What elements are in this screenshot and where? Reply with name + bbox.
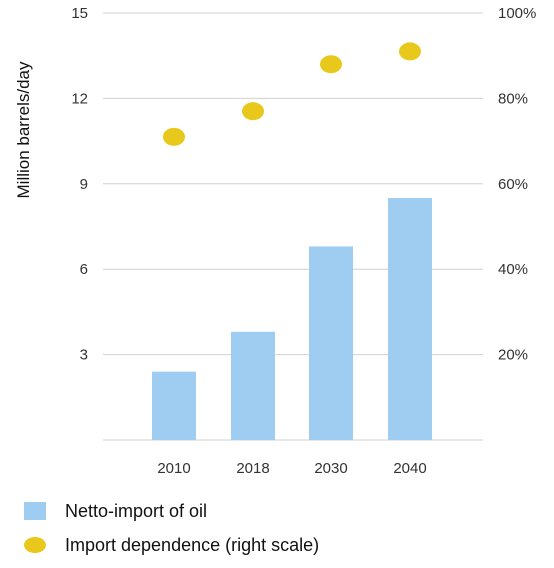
legend-bar-swatch (24, 502, 46, 520)
legend: Netto-import of oil Import dependence (r… (24, 500, 319, 568)
x-tick-label: 2018 (236, 460, 269, 477)
y2-tick-label: 100% (498, 5, 536, 22)
y2-tick-label: 60% (498, 176, 528, 193)
x-tick-label: 2030 (314, 460, 347, 477)
bar (309, 246, 353, 440)
y-tick-label: 15 (71, 5, 88, 22)
point (163, 127, 185, 146)
bar-series (152, 198, 432, 440)
y2-tick-label: 80% (498, 90, 528, 107)
point (320, 55, 342, 74)
point (242, 102, 264, 121)
bar (231, 331, 275, 440)
left-axis-ticks: 3 6 9 12 15 (71, 5, 88, 364)
point-series (163, 42, 421, 146)
y2-tick-label: 40% (498, 261, 528, 278)
y-tick-label: 6 (80, 261, 88, 278)
bar (388, 198, 432, 440)
legend-point-label: Import dependence (right scale) (65, 534, 320, 555)
x-axis-ticks: 2010 2018 2030 2040 (157, 460, 426, 477)
bar (152, 371, 196, 440)
y-tick-label: 9 (80, 176, 88, 193)
x-tick-label: 2040 (393, 460, 426, 477)
right-axis-ticks: 20% 40% 60% 80% 100% (498, 5, 536, 364)
y-tick-label: 12 (71, 90, 88, 107)
legend-bar-label: Netto-import of oil (65, 500, 208, 521)
point (399, 42, 421, 61)
x-tick-label: 2010 (157, 460, 190, 477)
legend-point-swatch (24, 537, 46, 553)
y-tick-label: 3 (80, 347, 88, 364)
y2-tick-label: 20% (498, 347, 528, 364)
y-axis-label: Million barrels/day (14, 61, 33, 198)
legend-item-bar: Netto-import of oil (24, 500, 319, 522)
legend-item-point: Import dependence (right scale) (24, 534, 319, 556)
chart: 3 6 9 12 15 20% 40% 60% 80% 100% 2010 2018 2030 204… (14, 5, 536, 477)
